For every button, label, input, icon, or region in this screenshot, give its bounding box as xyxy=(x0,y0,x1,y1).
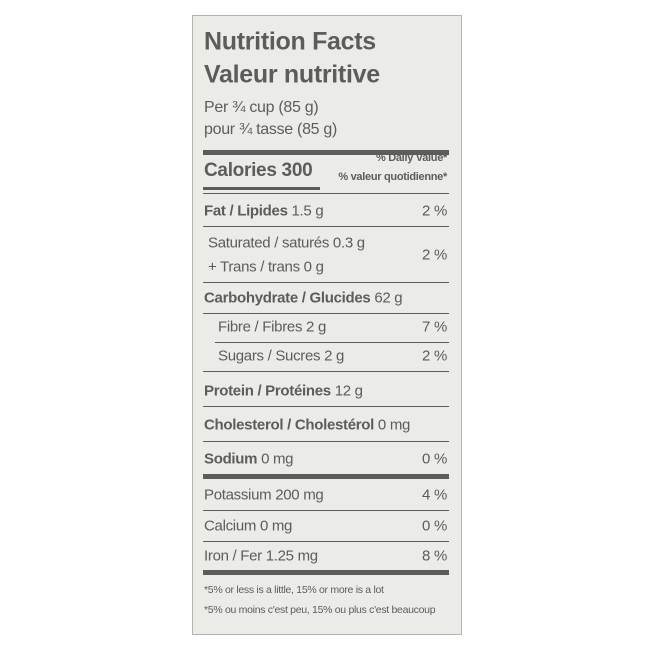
nutrient-name: Sugars / Sucres xyxy=(218,347,321,365)
nutrient-row: Fat / Lipides 1.5 g xyxy=(204,202,324,220)
nutrient-amount: 0 mg xyxy=(261,450,294,468)
nutrition-panel xyxy=(192,15,462,635)
daily-value: 2 % xyxy=(422,202,447,220)
nutrient-amount: 0.3 g xyxy=(332,234,365,252)
nutrient-amount: 2 g xyxy=(324,347,345,365)
nutrient-row: Cholesterol / Cholestérol 0 mg xyxy=(204,417,410,434)
nutrient-name: Saturated / saturés xyxy=(208,234,330,252)
daily-value: 7 % xyxy=(422,318,447,336)
thick-rule xyxy=(203,150,449,155)
daily-value: 8 % xyxy=(422,547,447,565)
nutrient-row: Sodium 0 mg xyxy=(204,450,294,468)
rule xyxy=(215,342,449,343)
rule xyxy=(203,371,449,372)
title: Nutrition Facts xyxy=(204,27,376,56)
nutrient-name: Fat / Lipides xyxy=(204,202,288,220)
daily-value: 0 % xyxy=(422,450,447,468)
nutrient-row: + Trans / trans 0 g xyxy=(208,259,324,276)
nutrient-amount: 0 mg xyxy=(259,517,293,535)
calories-rule xyxy=(203,187,320,190)
nutrient-name: Sodium xyxy=(204,450,258,468)
rule xyxy=(203,313,449,314)
dv-header-fr: % valeur quotidienne* xyxy=(338,171,447,183)
nutrient-row: Sugars / Sucres 2 g xyxy=(218,348,344,365)
nutrient-name: Calcium xyxy=(204,517,257,535)
nutrient-amount: 0 g xyxy=(303,258,324,276)
nutrient-amount: 12 g xyxy=(334,382,363,400)
rule xyxy=(203,282,449,283)
nutrient-row: Calcium 0 mg xyxy=(204,518,292,535)
nutrient-name: Carbohydrate / Glucides xyxy=(204,289,371,307)
rule xyxy=(203,193,449,194)
rule xyxy=(203,474,449,479)
serving: Per ¾ cup (85 g) xyxy=(204,99,319,116)
daily-value: 0 % xyxy=(422,517,447,535)
nutrient-row: Saturated / saturés 0.3 g xyxy=(208,235,365,252)
daily-value: 2 % xyxy=(422,246,447,264)
nutrient-row: Iron / Fer 1.25 mg xyxy=(204,548,318,565)
nutrient-name: Potassium xyxy=(204,486,272,504)
rule xyxy=(203,570,449,575)
rule xyxy=(203,226,449,227)
nutrient-amount: 200 mg xyxy=(275,486,324,504)
nutrient-row: Potassium 200 mg xyxy=(204,486,324,504)
rule xyxy=(203,406,449,407)
nutrient-row: Fibre / Fibres 2 g xyxy=(218,319,326,336)
nutrient-name: Fibre / Fibres xyxy=(218,318,303,336)
nutrient-name: Cholesterol / Cholestérol xyxy=(204,416,375,434)
nutrient-amount: 1.5 g xyxy=(291,202,324,220)
nutrient-name: Iron / Fer xyxy=(204,547,262,565)
calories: Calories 300 xyxy=(204,160,313,181)
nutrient-row: Protein / Protéines 12 g xyxy=(204,383,363,400)
serving-fr: pour ¾ tasse (85 g) xyxy=(204,121,338,138)
nutrient-row: Carbohydrate / Glucides 62 g xyxy=(204,289,403,307)
nutrient-amount: 62 g xyxy=(374,289,403,307)
footnote-fr: *5% ou moins c'est peu, 15% ou plus c'es… xyxy=(204,604,436,616)
nutrient-amount: 1.25 mg xyxy=(265,547,318,565)
footnote: *5% or less is a little, 15% or more is … xyxy=(204,584,384,596)
rule xyxy=(203,541,449,542)
nutrient-amount: 2 g xyxy=(306,318,326,336)
nutrient-amount: 0 mg xyxy=(377,416,411,434)
nutrient-name: + Trans / trans xyxy=(208,258,300,276)
dv-header: % Daily Value* xyxy=(375,152,447,164)
rule xyxy=(203,441,449,442)
nutrient-name: Protein / Protéines xyxy=(204,382,331,400)
daily-value: 4 % xyxy=(422,486,447,504)
daily-value: 2 % xyxy=(422,347,447,365)
title-fr: Valeur nutritive xyxy=(204,60,380,89)
rule xyxy=(203,510,449,511)
